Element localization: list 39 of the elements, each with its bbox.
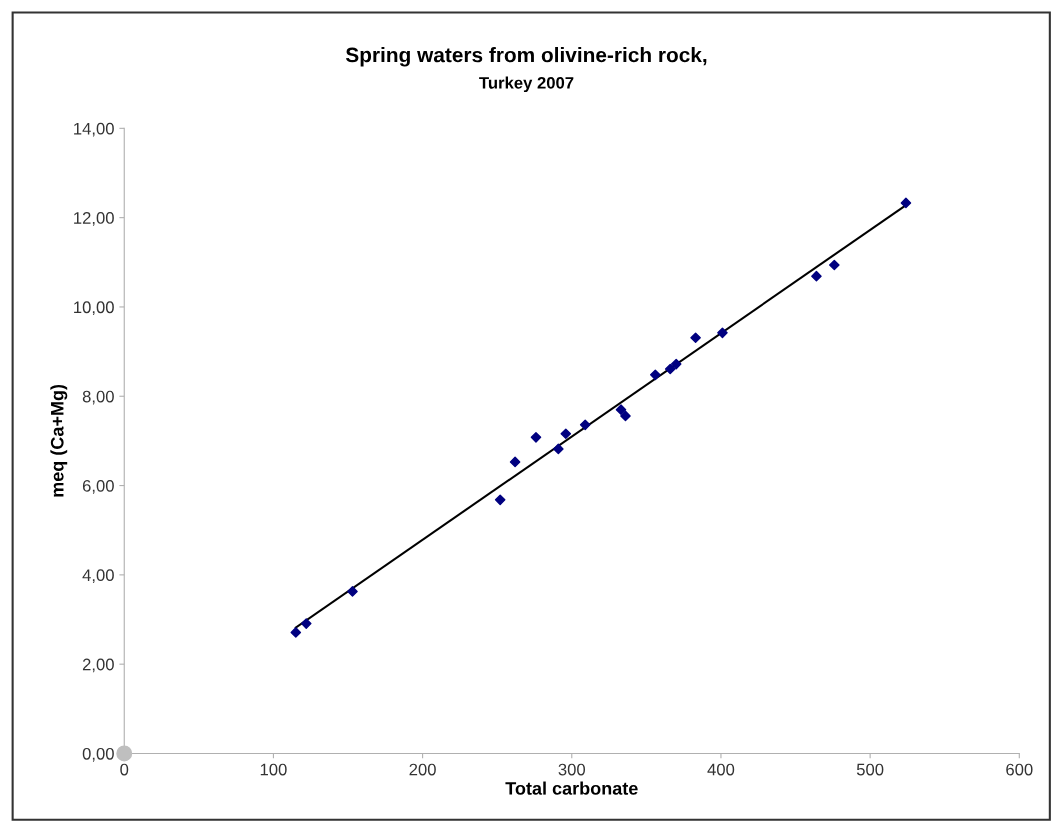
y-tick-label: 14,00 xyxy=(74,122,114,137)
y-tick-label: 6,00 xyxy=(82,479,114,494)
x-tick-label: 400 xyxy=(707,763,735,776)
chart-subtitle: Turkey 2007 xyxy=(479,76,574,93)
y-tick-label: 8,00 xyxy=(82,390,114,405)
x-tick-label: 500 xyxy=(856,763,884,776)
y-tick-label: 12,00 xyxy=(74,212,114,226)
point xyxy=(579,419,591,431)
point xyxy=(290,627,302,638)
y-tick-label: 10,00 xyxy=(74,301,114,316)
point xyxy=(811,270,822,282)
point xyxy=(560,428,572,440)
point xyxy=(615,404,627,415)
point xyxy=(900,197,912,209)
y-tick-label: 2,00 xyxy=(82,658,114,673)
point xyxy=(116,745,133,762)
point xyxy=(300,618,312,629)
chart-title: Spring waters from olivine-rich rock, xyxy=(345,47,707,67)
point xyxy=(670,358,682,370)
point xyxy=(690,332,701,344)
y-tick-label: 4,00 xyxy=(82,569,114,584)
point xyxy=(717,327,728,339)
x-axis-title: Total carbonate xyxy=(505,781,638,795)
x-tick-label: 0 xyxy=(120,763,129,776)
x-tick-label: 300 xyxy=(558,763,586,776)
point xyxy=(664,363,676,375)
point xyxy=(347,586,358,597)
point xyxy=(494,494,506,506)
point xyxy=(620,410,631,422)
y-axis-title: meq (Ca+Mg) xyxy=(50,384,68,497)
x-tick-label: 200 xyxy=(409,763,436,776)
y-tick-label: 0,00 xyxy=(82,747,114,762)
point xyxy=(829,259,840,271)
point xyxy=(553,443,564,455)
x-tick-label: 100 xyxy=(260,763,287,776)
point xyxy=(650,369,661,381)
point xyxy=(509,456,521,468)
point xyxy=(530,432,542,443)
x-tick-label: 600 xyxy=(1006,763,1033,776)
